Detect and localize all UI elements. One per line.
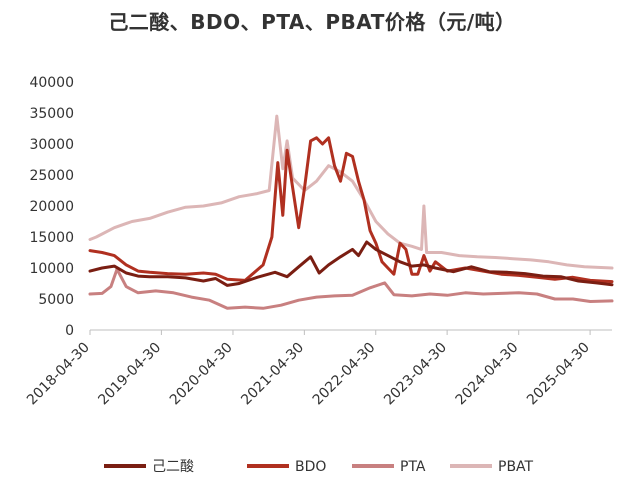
x-tick-label: 2021-04-30 (238, 340, 307, 409)
x-tick-label: 2024-04-30 (453, 340, 522, 409)
x-tick-label: 2022-04-30 (310, 340, 379, 409)
y-tick-label: 30000 (29, 137, 74, 153)
series-layer (88, 114, 614, 310)
series-line-0 (88, 240, 614, 287)
y-tick-label: 5000 (38, 292, 74, 308)
legend-label-2: PTA (400, 459, 426, 475)
y-tick-label: 35000 (29, 106, 74, 122)
y-axis: 0 5000 10000 15000 20000 25000 30000 35000 40000 (29, 75, 74, 339)
x-tick-label: 2023-04-30 (381, 340, 450, 409)
y-tick-label: 15000 (29, 230, 74, 246)
legend-label-3: PBAT (498, 459, 534, 475)
legend-label-1: BDO (295, 459, 326, 475)
series-line-3 (88, 114, 614, 270)
y-tick-label: 0 (65, 323, 74, 339)
y-tick-label: 40000 (29, 75, 74, 91)
y-tick-label: 20000 (29, 199, 74, 215)
y-tick-label: 25000 (29, 168, 74, 184)
y-tick-label: 10000 (29, 261, 74, 277)
series-line-2 (88, 267, 614, 310)
x-tick-label: 2025-04-30 (524, 340, 593, 409)
legend-label-0: 己二酸 (152, 459, 194, 475)
x-axis: 2018-04-30 2019-04-30 2020-04-30 2021-04-30… (24, 329, 612, 409)
chart-title: 己二酸、BDO、PTA、PBAT价格（元/吨） (108, 10, 516, 34)
legend: 己二酸 BDO PTA PBAT (104, 459, 534, 475)
x-tick-label: 2019-04-30 (95, 340, 164, 409)
x-tick-label: 2018-04-30 (24, 340, 93, 409)
x-tick-label: 2020-04-30 (167, 340, 236, 409)
